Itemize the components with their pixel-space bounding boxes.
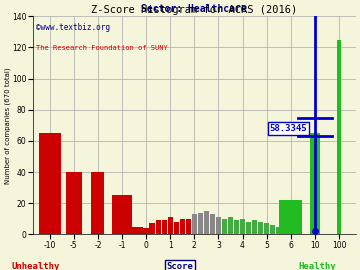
Bar (66, 172, 82, 234)
Text: ©www.textbiz.org: ©www.textbiz.org (36, 23, 110, 32)
Text: Unhealthy: Unhealthy (12, 262, 60, 270)
Bar (228, 217, 233, 234)
Bar (174, 222, 179, 234)
Bar (246, 222, 251, 234)
Bar (138, 227, 143, 234)
Bar (204, 211, 209, 234)
Bar (39, 133, 60, 234)
Bar (112, 195, 132, 234)
Bar (310, 133, 320, 234)
Bar (180, 219, 185, 234)
Bar (143, 228, 149, 234)
Bar (91, 172, 104, 234)
Bar (210, 214, 215, 234)
Bar (337, 40, 341, 234)
Bar (186, 219, 191, 234)
Text: Healthy: Healthy (298, 262, 336, 270)
Bar (198, 212, 203, 234)
Bar (162, 220, 167, 234)
Bar (149, 224, 155, 234)
Bar (240, 219, 245, 234)
Text: 58.3345: 58.3345 (270, 124, 307, 133)
Y-axis label: Number of companies (670 total): Number of companies (670 total) (4, 67, 11, 184)
Bar (279, 200, 302, 234)
Bar (258, 222, 263, 234)
Text: Sector: Healthcare: Sector: Healthcare (141, 4, 247, 14)
Bar (234, 220, 239, 234)
Bar (192, 214, 197, 234)
Bar (167, 217, 173, 234)
Bar (156, 220, 161, 234)
Title: Z-Score Histogram for ACRS (2016): Z-Score Histogram for ACRS (2016) (91, 5, 297, 15)
Text: The Research Foundation of SUNY: The Research Foundation of SUNY (36, 45, 168, 50)
Bar (276, 227, 282, 234)
Bar (216, 217, 221, 234)
Text: Score: Score (167, 262, 193, 270)
Bar (252, 220, 257, 234)
Bar (222, 219, 227, 234)
Bar (270, 225, 275, 234)
Bar (131, 227, 137, 234)
Bar (127, 230, 132, 234)
Bar (264, 224, 269, 234)
